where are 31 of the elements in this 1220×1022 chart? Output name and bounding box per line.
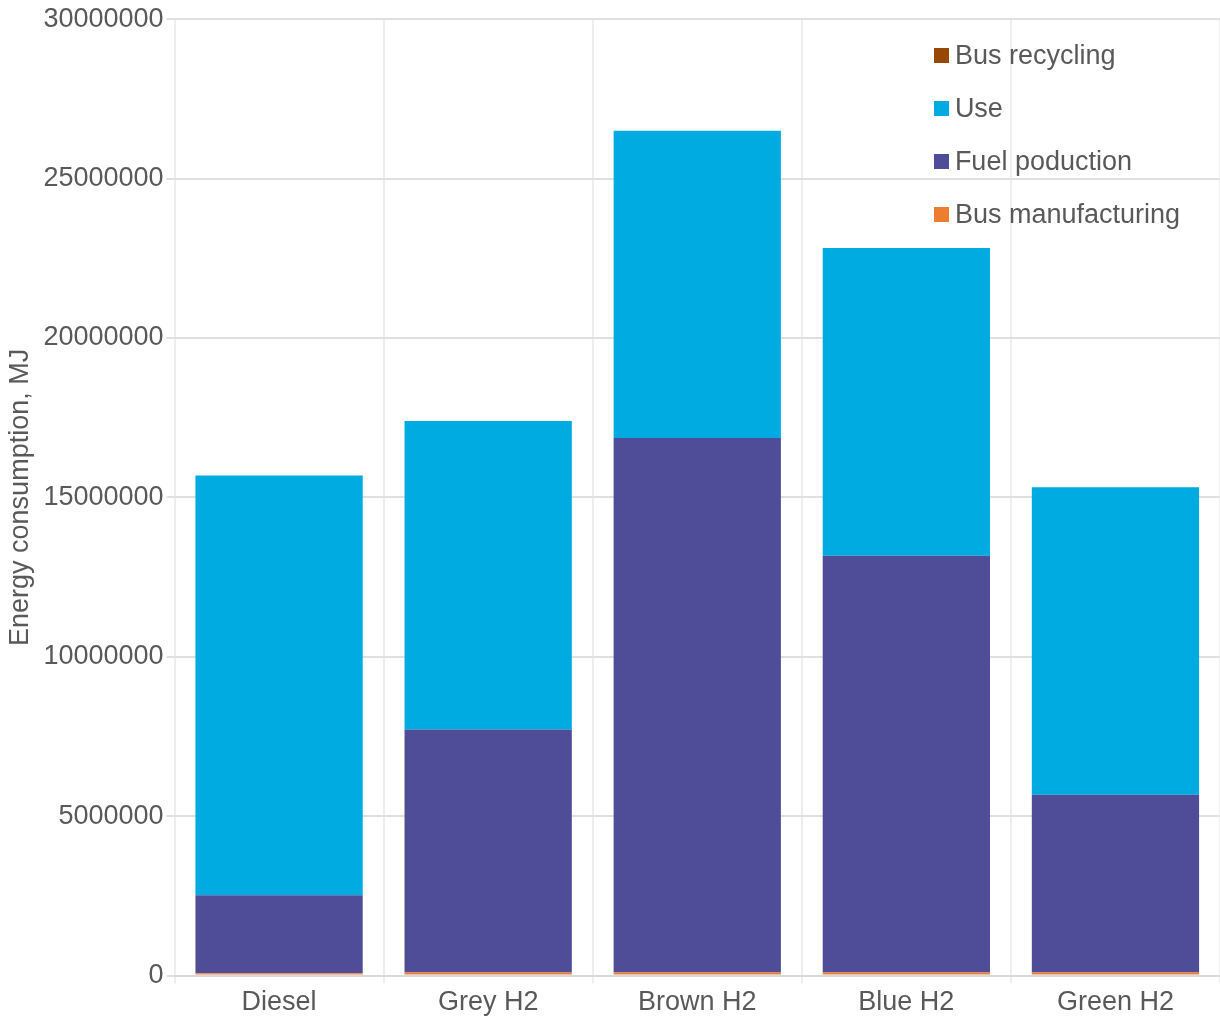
legend-label: Fuel poduction	[954, 146, 1132, 177]
bar	[404, 729, 572, 973]
bar	[822, 248, 990, 556]
bar	[613, 130, 781, 439]
bar	[195, 475, 363, 896]
bar	[822, 972, 990, 975]
x-tick-label: Green H2	[1056, 986, 1174, 1017]
bar	[404, 420, 572, 730]
y-tick-label: 5000000	[58, 799, 164, 830]
y-axis-title: Energy consumption, MJ	[3, 348, 34, 646]
bar	[822, 555, 990, 973]
y-tick-label: 25000000	[43, 162, 164, 193]
y-tick-label: 10000000	[43, 640, 164, 671]
y-tick-label: 15000000	[43, 480, 164, 511]
x-tick-label: Blue H2	[858, 986, 955, 1017]
x-tick-label: Grey H2	[437, 986, 539, 1017]
bar	[1031, 487, 1200, 795]
legend-label: Bus manufacturing	[954, 199, 1180, 230]
x-tick-label: Diesel	[241, 986, 317, 1017]
bar	[404, 972, 572, 975]
bar	[1031, 972, 1200, 975]
y-tick-label: 0	[148, 959, 164, 990]
y-tick-label: 30000000	[43, 2, 164, 33]
bar	[1031, 794, 1200, 973]
legend-label: Use	[954, 93, 1003, 124]
legend-label: Bus recycling	[954, 40, 1116, 71]
x-tick-label: Brown H2	[637, 986, 757, 1017]
bar	[195, 895, 363, 974]
bar	[613, 438, 781, 973]
bar	[613, 972, 781, 975]
y-tick-label: 20000000	[43, 321, 164, 352]
